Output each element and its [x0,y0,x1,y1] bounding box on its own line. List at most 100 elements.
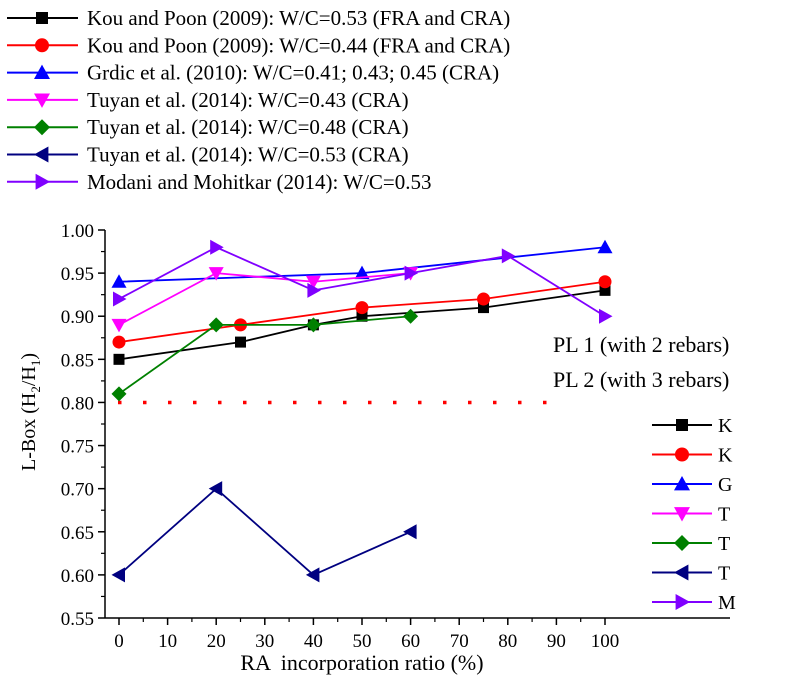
x-tick-label: 100 [591,631,620,652]
series-line-1 [118,289,606,361]
data-point-6-3 [305,567,320,583]
legend-marker [34,93,50,108]
y-tick-label: 0.55 [61,609,94,630]
inner-legend-marker [675,594,690,610]
inner-legend-entry-1: K [652,415,733,437]
legend-entry-2: Kou and Poon (2009): W/C=0.44 (FRA and C… [7,33,510,57]
data-point-6-2 [208,481,223,497]
inner-legend-label: K [718,415,733,437]
plot-area: 0.55 0.60 0.65 0.70 0.75 0.80 0.85 0.90 0.95 1.00… [61,221,730,652]
inner-legend-label: M [718,592,736,614]
data-point-7-5 [501,248,516,264]
inner-legend-entry-6: T [652,563,730,585]
y-tick-label: 0.75 [61,437,94,458]
inner-legend-entry-3: G [652,474,732,496]
inner-legend-label: T [718,563,730,585]
series-4 [111,267,419,333]
inner-legend-entry-2: K [652,445,733,467]
y-axis-label: L-Box (H2/H1) [18,353,43,471]
data-point-6-4 [403,524,417,540]
legend-marker [36,12,48,24]
data-point-3-1 [111,274,127,288]
data-point-7-1 [113,291,127,307]
data-point-6-1 [111,567,125,583]
legend-marker [35,38,49,53]
y-label-prefix: L-Box (H [18,393,40,471]
inner-legend-label: T [718,533,730,555]
inner-legend-entry-5: T [652,533,730,555]
legend-marker [34,64,50,79]
x-tick-label: 70 [450,631,469,652]
inner-legend-label: K [718,445,733,467]
y-label-suffix: ) [18,353,40,360]
series-group [111,239,613,583]
x-axis-label: RA incorporation ratio (%) [240,650,483,675]
legend-label: Grdic et al. (2010): W/C=0.41; 0.43; 0.4… [87,61,499,85]
data-point-5-1 [111,386,127,402]
y-tick-label: 0.85 [61,350,94,371]
inner-legend-marker [675,447,689,462]
axes-group: 0.55 0.60 0.65 0.70 0.75 0.80 0.85 0.90 0.95 1.00… [61,221,730,652]
data-point-3-3 [597,239,613,254]
y-tick-label: 0.80 [61,393,94,414]
top-legend: Kou and Poon (2009): W/C=0.53 (FRA and C… [7,6,510,194]
y-tick-label: 0.95 [61,264,94,285]
data-point-4-1 [111,318,127,333]
annotation-pl2: PL 2 (with 3 rebars) [553,367,729,392]
inner-legend-marker [674,564,689,581]
y-tick-label: 0.65 [61,523,94,544]
series-line-4 [118,272,411,326]
legend-label: Kou and Poon (2009): W/C=0.53 (FRA and C… [87,6,510,30]
inner-legend-marker [674,476,690,491]
legend-entry-6: Tuyan et al. (2014): W/C=0.53 (CRA) [7,143,409,167]
inner-legend-entry-7: M [652,592,736,614]
legend-marker [34,146,49,163]
series-5 [111,308,419,402]
data-point-1-1 [113,353,125,365]
data-point-2-3 [355,301,369,315]
x-tick-label: 0 [114,631,124,652]
legend-label: Tuyan et al. (2014): W/C=0.48 (CRA) [87,115,409,139]
inner-legend-label: T [718,504,730,526]
legend-entry-4: Tuyan et al. (2014): W/C=0.43 (CRA) [7,88,409,112]
data-point-1-6 [599,284,611,296]
data-point-7-3 [307,282,321,298]
data-point-2-4 [477,292,490,306]
data-point-4-3 [305,275,321,290]
x-tick-label: 90 [547,631,566,652]
data-point-5-4 [403,308,419,324]
series-3 [111,239,613,288]
data-point-7-2 [210,239,224,255]
y-tick-label: 0.70 [61,480,94,501]
legend-marker [34,119,50,136]
data-point-2-1 [112,335,126,349]
legend-label: Tuyan et al. (2014): W/C=0.53 (CRA) [87,143,409,167]
legend-label: Modani and Mohitkar (2014): W/C=0.53 [87,170,432,194]
series-line-6 [118,487,411,576]
y-tick-label: 1.00 [61,221,94,242]
series-1 [113,284,611,365]
data-point-4-2 [208,267,224,281]
annotations: PL 1 (with 2 rebars) PL 2 (with 3 rebars… [553,332,729,392]
inner-legend-entry-4: T [652,504,730,526]
data-point-1-2 [235,336,246,348]
data-point-5-3 [305,317,321,333]
y-label-sub1: 2 [28,386,43,393]
legend-entry-7: Modani and Mohitkar (2014): W/C=0.53 [7,170,432,194]
x-tick-label: 60 [401,631,420,652]
annotation-pl1: PL 1 (with 2 rebars) [553,332,729,357]
legend-entry-1: Kou and Poon (2009): W/C=0.53 (FRA and C… [7,6,510,30]
legend-entry-5: Tuyan et al. (2014): W/C=0.48 (CRA) [7,115,409,139]
data-point-7-4 [404,265,419,281]
data-point-1-4 [356,310,368,322]
inner-legend-label: G [718,474,732,496]
x-tick-label: 80 [498,631,517,652]
y-label-mid: /H [18,366,40,386]
x-tick-label: 20 [207,631,226,652]
legend-label: Kou and Poon (2009): W/C=0.44 (FRA and C… [87,33,510,57]
y-tick-label: 0.90 [61,307,94,328]
x-tick-label: 30 [255,631,274,652]
legend-entry-3: Grdic et al. (2010): W/C=0.41; 0.43; 0.4… [7,61,499,85]
